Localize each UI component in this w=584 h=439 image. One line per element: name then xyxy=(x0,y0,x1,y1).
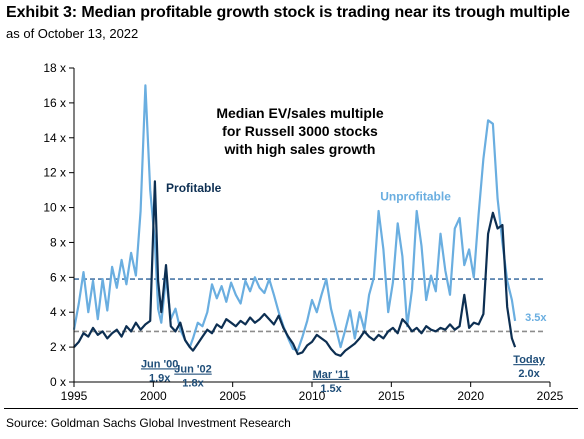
inset-label-line: for Russell 3000 stocks xyxy=(222,123,378,139)
annotation-text: 3.5x xyxy=(525,312,547,324)
x-tick-label: 2005 xyxy=(219,389,246,403)
y-tick-label: 16 x xyxy=(43,96,66,110)
series-label-unprofitable: Unprofitable xyxy=(380,190,451,204)
annotation-text: Jun '02 xyxy=(174,364,211,376)
annotation-mar11: Mar '11 1.5x xyxy=(313,369,350,395)
source-divider xyxy=(4,408,578,409)
y-tick-label: 10 x xyxy=(43,201,66,215)
x-tick-label: 1995 xyxy=(61,389,88,403)
y-tick-label: 18 x xyxy=(43,61,66,75)
y-tick-label: 6 x xyxy=(50,270,66,284)
x-tick-label: 2020 xyxy=(457,389,484,403)
annotation-jun00: Jun '00 1.9x xyxy=(141,358,178,384)
exhibit-title: Exhibit 3: Median profitable growth stoc… xyxy=(6,4,570,21)
y-tick-label: 14 x xyxy=(43,131,66,145)
y-tick-label: 12 x xyxy=(43,166,66,180)
y-tick-label: 8 x xyxy=(50,235,66,249)
y-tick-label: 2 x xyxy=(50,340,66,354)
annotation-text: 1.8x xyxy=(182,378,204,390)
chart-axes: 0 x 2 x 4 x 6 x 8 x 10 x 12 x 14 x 16 x 18 x 1995… xyxy=(43,61,563,403)
annotation-today: Today 2.0x xyxy=(513,354,545,380)
series-line-unprofitable xyxy=(72,84,517,352)
series-label-profitable: Profitable xyxy=(166,181,222,195)
annotation-text: 2.0x xyxy=(518,368,540,380)
x-tick-label: 2010 xyxy=(299,389,326,403)
annotation-text: Mar '11 xyxy=(313,369,350,381)
annotation-text: 1.9x xyxy=(149,372,171,384)
inset-label-line: Median EV/sales multiple xyxy=(216,105,383,121)
x-tick-label: 2015 xyxy=(378,389,405,403)
exhibit-date: as of October 13, 2022 xyxy=(6,26,139,41)
annotation-text: Today xyxy=(513,354,545,366)
series-line-profitable xyxy=(73,180,517,357)
chart-inset-label: Median EV/sales multiple for Russell 3000… xyxy=(216,105,383,157)
annotation-text: Jun '00 xyxy=(141,358,178,370)
source-note: Source: Goldman Sachs Global Investment … xyxy=(6,416,291,430)
chart: 0 x 2 x 4 x 6 x 8 x 10 x 12 x 14 x 16 x 18 x 1995… xyxy=(43,61,563,403)
annotation-unprof-end: 3.5x xyxy=(525,312,547,324)
y-tick-label: 4 x xyxy=(50,305,66,319)
x-tick-label: 2000 xyxy=(140,389,167,403)
reference-lines xyxy=(74,278,546,333)
series-lines xyxy=(72,84,517,357)
x-axis-ticks: 1995 2000 2005 2010 2015 2020 2025 xyxy=(61,382,564,403)
y-axis-ticks: 0 x 2 x 4 x 6 x 8 x 10 x 12 x 14 x 16 x 18 x xyxy=(43,61,74,389)
y-tick-label: 0 x xyxy=(50,375,66,389)
annotation-jun02: Jun '02 1.8x xyxy=(174,364,211,390)
annotation-text: 1.5x xyxy=(320,383,342,395)
x-tick-label: 2025 xyxy=(537,389,564,403)
inset-label-line: with high sales growth xyxy=(224,141,376,157)
